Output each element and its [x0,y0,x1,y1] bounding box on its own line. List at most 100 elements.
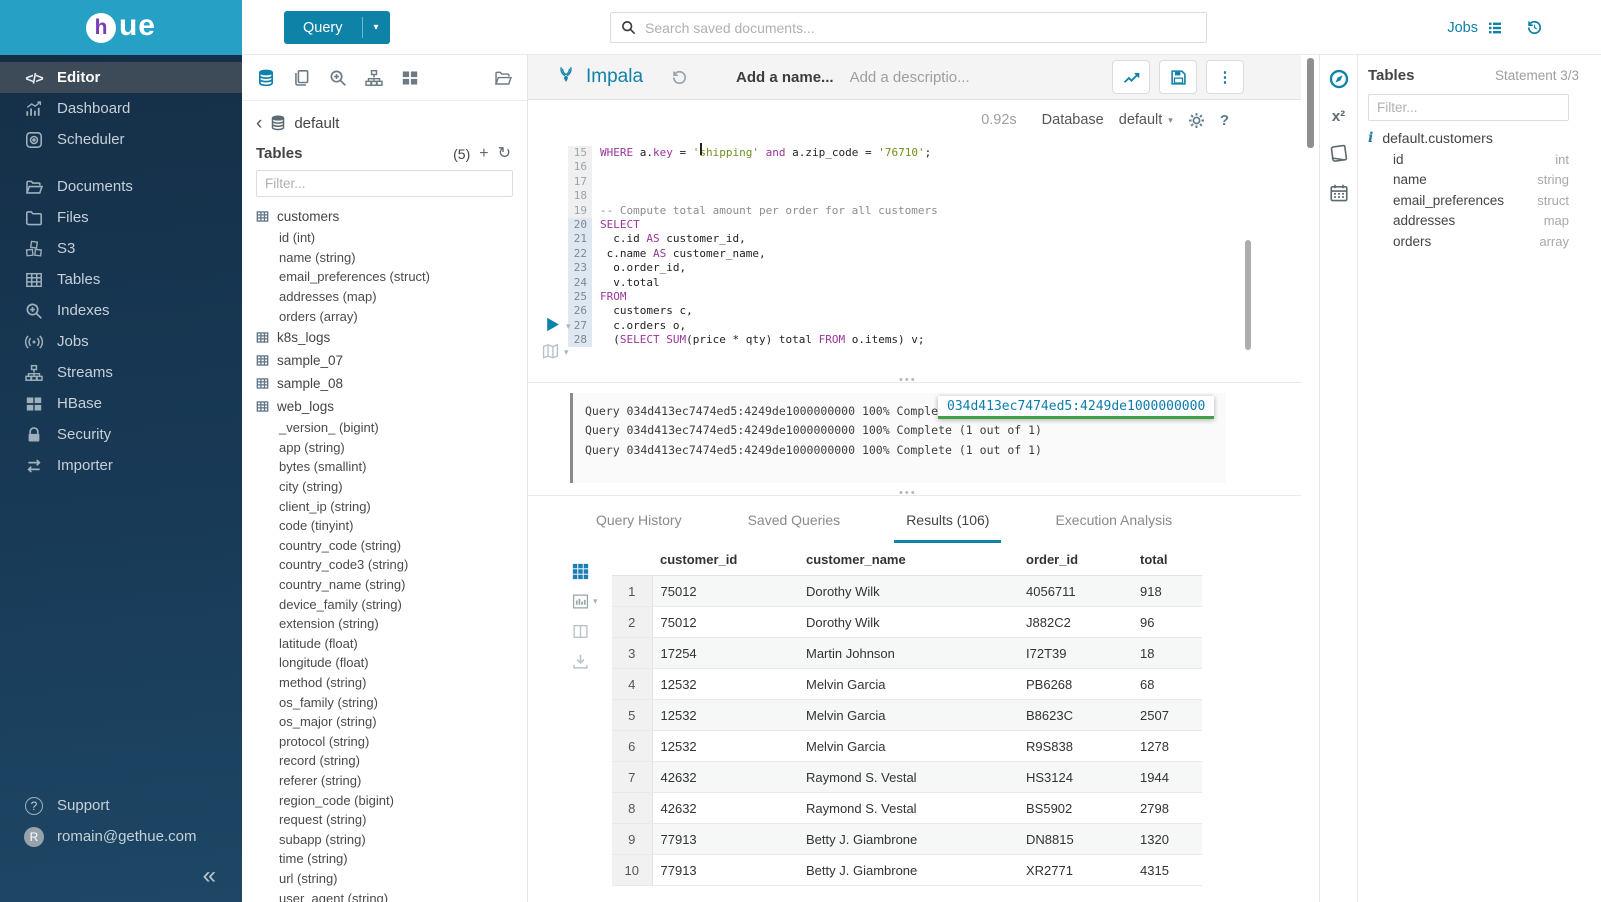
code-line[interactable]: 25 FROM [528,289,1301,305]
table-row[interactable]: 9 77913 Betty J. Giambrone DN8815 1320 [612,823,1202,855]
code-line[interactable]: 28 (SELECT SUM(price * qty) total FROM o… [528,333,1301,348]
right-column-email_preferences[interactable]: email_preferences struct [1368,190,1569,211]
table-filter-input[interactable] [265,176,504,191]
column-item[interactable]: latitude (float) [279,635,358,651]
right-table-filter-input[interactable] [1377,100,1560,115]
column-item[interactable]: referer (string) [279,772,362,788]
chevron-left-icon[interactable]: ‹ [256,112,263,134]
sql-code-editor[interactable]: 15 WHERE a.key = 'shipping' and a.zip_cod… [528,140,1301,371]
resize-grip-icon[interactable]: ••• [899,487,917,499]
search-input[interactable] [645,19,1196,36]
sitemap-icon[interactable] [365,69,383,87]
table-row[interactable]: 6 12532 Melvin Garcia R9S838 1278 [612,730,1202,762]
column-item[interactable]: subapp (string) [279,831,366,847]
code-line[interactable]: 19 -- Compute total amount per order for … [528,203,1301,218]
new-query-button[interactable]: Query ▾ [284,11,390,44]
table-row[interactable]: 10 77913 Betty J. Giambrone XR2771 4315 [612,854,1202,886]
grid-view-icon[interactable] [572,563,589,580]
table-item-k8s_logs[interactable]: k8s_logs [242,326,527,349]
column-item[interactable]: longitude (float) [279,655,369,671]
schedule-calendar-icon[interactable] [1329,183,1349,203]
code-line[interactable]: 20 SELECT [528,217,1301,233]
more-actions-button[interactable]: ⋮ [1206,60,1244,94]
sidebar-item-importer[interactable]: Importer [0,450,242,481]
info-icon[interactable]: i [1368,130,1374,146]
jobs-link[interactable]: Jobs [1447,0,1503,55]
table-row[interactable]: 8 42632 Raymond S. Vestal BS5902 2798 [612,792,1202,824]
column-item[interactable]: client_ip (string) [279,498,371,514]
table-item-sample_07[interactable]: sample_07 [242,349,527,372]
column-item[interactable]: os_family (string) [279,694,378,710]
table-row[interactable]: 4 12532 Melvin Garcia PB6268 68 [612,668,1202,700]
sidebar-item-streams[interactable]: Streams [0,357,242,388]
column-item[interactable]: _version_ (bigint) [279,420,379,436]
sidebar-item-indexes[interactable]: Indexes [0,295,242,326]
column-header-customer_id[interactable]: customer_id [652,543,798,576]
download-icon[interactable] [572,653,589,670]
sidebar-item-jobs[interactable]: Jobs [0,326,242,357]
column-item[interactable]: addresses (map) [279,289,377,305]
editor-scrollbar[interactable] [1245,240,1251,350]
column-header-total[interactable]: total [1132,543,1202,576]
functions-icon[interactable]: x² [1331,108,1346,125]
table-item-sample_08[interactable]: sample_08 [242,372,527,395]
right-column-orders[interactable]: orders array [1368,231,1569,252]
database-name[interactable]: default [294,114,340,132]
chart-options-caret-icon[interactable]: ▾ [593,596,598,606]
column-item[interactable]: email_preferences (struct) [279,269,430,285]
table-item-web_logs[interactable]: web_logs [242,395,527,418]
code-line[interactable]: 16 [528,160,1301,175]
column-header-customer_name[interactable]: customer_name [798,543,1018,576]
settings-gear-icon[interactable] [1188,112,1205,129]
column-item[interactable]: app (string) [279,439,345,455]
collapse-sidebar-icon[interactable]: « [202,862,216,889]
history-icon[interactable] [671,69,688,86]
table-row[interactable]: 3 17254 Martin Johnson I72T39 18 [612,637,1202,669]
code-line[interactable]: 27 c.orders o, [528,318,1301,334]
code-line[interactable]: 23 o.order_id, [528,261,1301,276]
table-row[interactable]: 1 75012 Dorothy Wilk 4056711 918 [612,575,1202,607]
main-scrollbar[interactable] [1307,58,1314,148]
column-item[interactable]: time (string) [279,851,348,867]
query-history-icon[interactable] [1526,19,1543,36]
sidebar-item-documents[interactable]: Documents [0,171,242,202]
tab-results-106-[interactable]: Results (106) [894,512,1002,543]
column-item[interactable]: extension (string) [279,616,379,632]
right-column-addresses[interactable]: addresses map [1368,211,1569,232]
execute-play-icon[interactable] [544,316,561,333]
apps-grid-icon[interactable] [401,69,419,87]
code-line[interactable]: 15 WHERE a.key = 'shipping' and a.zip_cod… [528,146,1301,161]
tab-execution-analysis[interactable]: Execution Analysis [1055,512,1173,528]
code-line[interactable]: 26 customers c, [528,304,1301,319]
code-line[interactable]: 22 c.name AS customer_name, [528,246,1301,262]
add-table-icon[interactable]: + [479,144,489,162]
table-item-customers[interactable]: customers [242,205,527,228]
column-item[interactable]: city (string) [279,479,343,495]
folder-open-icon[interactable] [494,69,512,87]
column-item[interactable]: record (string) [279,753,360,769]
table-row[interactable]: 7 42632 Raymond S. Vestal HS3124 1944 [612,761,1202,793]
tab-query-history[interactable]: Query History [596,512,682,528]
table-row[interactable]: 5 12532 Melvin Garcia B8623C 2507 [612,699,1202,731]
execute-options-caret-icon[interactable]: ▾ [566,321,571,331]
column-item[interactable]: country_name (string) [279,577,406,593]
code-line[interactable]: 21 c.id AS customer_id, [528,232,1301,247]
column-item[interactable]: orders (array) [279,308,358,324]
query-name-field[interactable]: Add a name... [736,68,834,86]
column-header-order_id[interactable]: order_id [1018,543,1132,576]
explain-options-caret-icon[interactable]: ▾ [564,347,569,357]
query-id-link[interactable]: 034d413ec7474ed5:4249de1000000000 [938,396,1215,419]
column-item[interactable]: bytes (smallint) [279,459,367,475]
column-item[interactable]: region_code (bigint) [279,792,394,808]
search-plus-icon[interactable] [329,69,347,87]
column-item[interactable]: request (string) [279,812,367,828]
table-row[interactable]: 2 75012 Dorothy Wilk J882C2 96 [612,606,1202,638]
code-line[interactable]: 17 [528,174,1301,190]
code-line[interactable]: 18 [528,189,1301,204]
help-icon[interactable]: ? [1219,111,1229,129]
right-column-id[interactable]: id int [1368,149,1569,170]
columns-icon[interactable] [572,623,589,640]
sidebar-item-user[interactable]: R romain@gethue.com [0,821,242,852]
sidebar-item-security[interactable]: Security [0,419,242,450]
save-button[interactable] [1159,60,1197,94]
